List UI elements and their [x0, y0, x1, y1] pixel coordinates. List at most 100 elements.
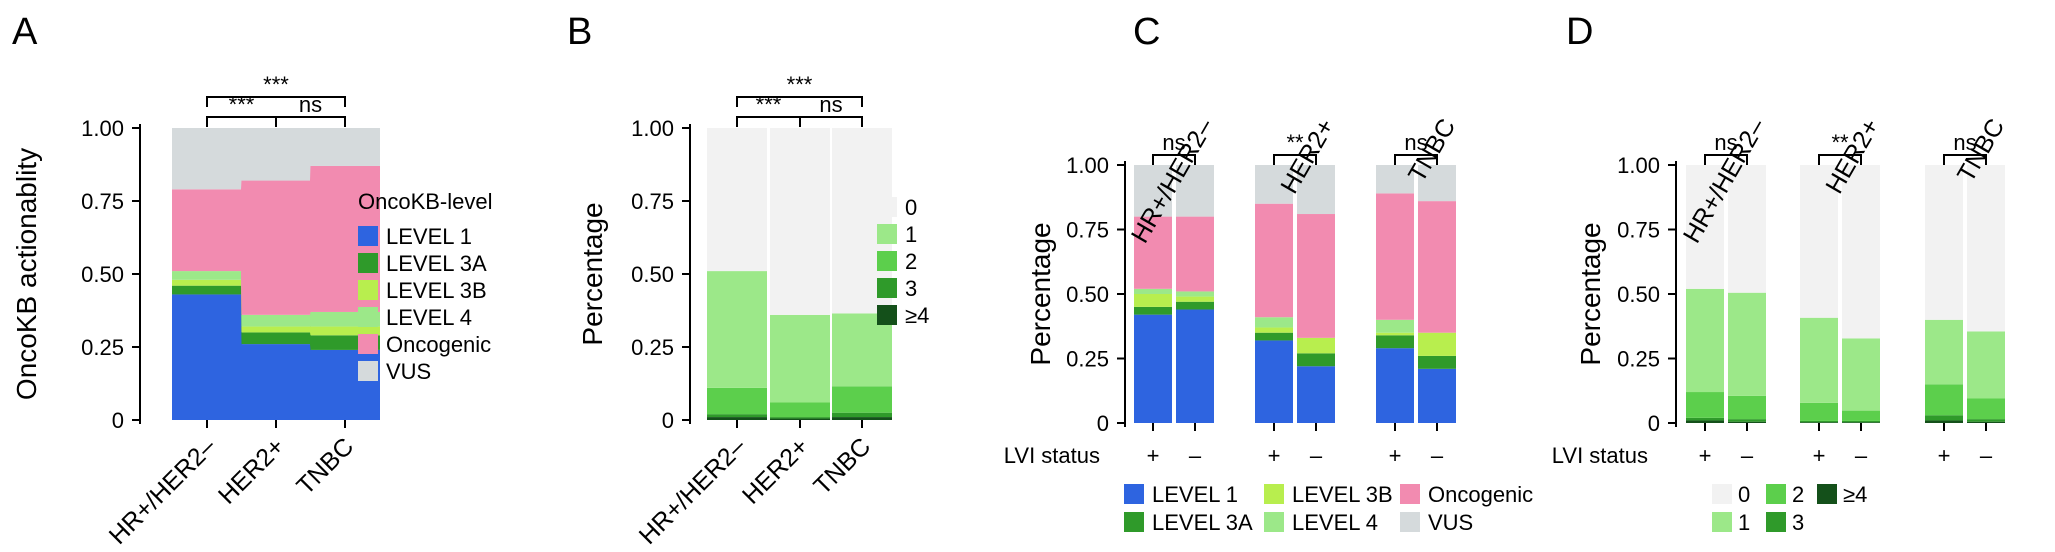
legend-swatch — [877, 197, 897, 217]
significance-label: ns — [1162, 130, 1185, 155]
x-category-label: HR+/HER2– — [634, 432, 752, 550]
y-tick-label: 0 — [1097, 411, 1109, 436]
flow-ribbon — [310, 311, 311, 327]
bar-segment — [1842, 420, 1880, 423]
panel-label-b: B — [567, 11, 592, 53]
bar-segment — [1967, 419, 2005, 422]
bar-segment — [1967, 398, 2005, 420]
legend-label: 0 — [1738, 482, 1750, 507]
bar-segment — [1376, 348, 1414, 423]
bar-segment — [1255, 340, 1293, 423]
bar-segment — [1800, 420, 1838, 423]
legend-label: VUS — [386, 359, 431, 384]
bar-segment — [1686, 417, 1724, 421]
legend-swatch — [1766, 512, 1786, 532]
legend-swatch — [358, 334, 378, 354]
significance-bracket — [1152, 154, 1196, 165]
bar-segment — [770, 314, 830, 403]
bar-segment — [1925, 415, 1963, 421]
bar-segment — [707, 417, 767, 420]
bar-segment — [241, 314, 311, 327]
legend-swatch — [358, 361, 378, 381]
bar-segment — [172, 128, 242, 190]
significance-label: ns — [819, 92, 842, 117]
y-tick-label: 0.75 — [1066, 218, 1109, 243]
y-tick-label: 0 — [1648, 411, 1660, 436]
significance-label: ns — [1714, 130, 1737, 155]
bar-segment — [1418, 355, 1456, 369]
bar-segment — [1255, 203, 1293, 318]
significance-bracket — [799, 116, 863, 127]
x-category-label: HR+/HER2– — [104, 432, 222, 550]
legend-label: 1 — [1738, 510, 1750, 535]
bar-segment — [832, 313, 892, 387]
bar-segment — [1925, 319, 1963, 385]
y-tick-label: 0.50 — [631, 262, 674, 287]
y-tick-label: 0.25 — [1617, 347, 1660, 372]
bar-segment — [1686, 288, 1724, 393]
bar-segment — [172, 271, 242, 280]
significance-label: *** — [263, 72, 289, 97]
y-tick-label: 0.75 — [1617, 218, 1660, 243]
bar-segment — [770, 402, 830, 418]
bar-segment — [707, 271, 767, 388]
bar-segment — [1800, 402, 1838, 421]
bar-segment — [1255, 165, 1293, 204]
bar-segment — [241, 180, 311, 315]
legend-label: LEVEL 3B — [386, 278, 487, 303]
flow-ribbon — [310, 332, 311, 350]
legend-label: 3 — [905, 276, 917, 301]
y-tick-label: 0 — [112, 408, 124, 433]
bar-segment — [1376, 193, 1414, 320]
significance-bracket — [1273, 154, 1317, 165]
y-tick-label: 1.00 — [631, 116, 674, 141]
significance-bracket — [275, 116, 346, 127]
bar-segment — [1418, 332, 1456, 356]
x-category-label: TNBC — [291, 432, 359, 500]
y-tick-label: 0.25 — [81, 335, 124, 360]
flow-ribbon — [310, 165, 311, 315]
bar-segment — [1176, 296, 1214, 302]
lvi-subcategory-label: – — [1980, 443, 1993, 468]
legend-swatch — [1712, 512, 1732, 532]
legend-label: VUS — [1428, 510, 1473, 535]
lvi-subcategory-label: – — [1310, 443, 1323, 468]
legend-label: ≥4 — [1843, 482, 1867, 507]
bar-segment — [1842, 165, 1880, 339]
bar-segment — [1967, 165, 2005, 332]
significance-bracket — [1943, 154, 1987, 165]
legend-label: LEVEL 3A — [386, 251, 487, 276]
y-axis-title: OncoKB actionablity — [11, 148, 42, 400]
bar-segment — [1176, 216, 1214, 292]
panel-label-a: A — [12, 11, 38, 53]
bar-segment — [1842, 410, 1880, 421]
legend-label: 0 — [905, 195, 917, 220]
bar-segment — [1800, 317, 1838, 403]
bar-segment — [241, 326, 311, 333]
y-tick-label: 0 — [662, 408, 674, 433]
flow-ribbon — [241, 128, 242, 190]
bar-segment — [1925, 420, 1963, 423]
bar-segment — [1967, 331, 2005, 399]
significance-bracket — [736, 116, 801, 127]
bar-segment — [1376, 165, 1414, 194]
bar-segment — [770, 418, 830, 420]
bar-segment — [1134, 294, 1172, 307]
y-tick-label: 1.00 — [81, 116, 124, 141]
significance-bracket — [736, 96, 863, 107]
bar-segment — [310, 128, 380, 166]
lvi-subcategory-label: + — [1268, 443, 1281, 468]
legend-title: OncoKB-level — [358, 189, 493, 214]
flow-ribbon — [310, 128, 311, 181]
x-category-label: HER2+ — [737, 432, 814, 509]
bar-segment — [1800, 422, 1838, 423]
legend-swatch — [1400, 484, 1420, 504]
bar-segment — [1376, 332, 1414, 336]
bar-segment — [1255, 332, 1293, 341]
lvi-subcategory-label: + — [1938, 443, 1951, 468]
bar-segment — [1925, 165, 1963, 320]
legend-swatch — [877, 251, 897, 271]
bar-segment — [1376, 319, 1414, 333]
legend-label: LEVEL 3B — [1292, 482, 1393, 507]
flow-ribbon — [241, 285, 242, 345]
